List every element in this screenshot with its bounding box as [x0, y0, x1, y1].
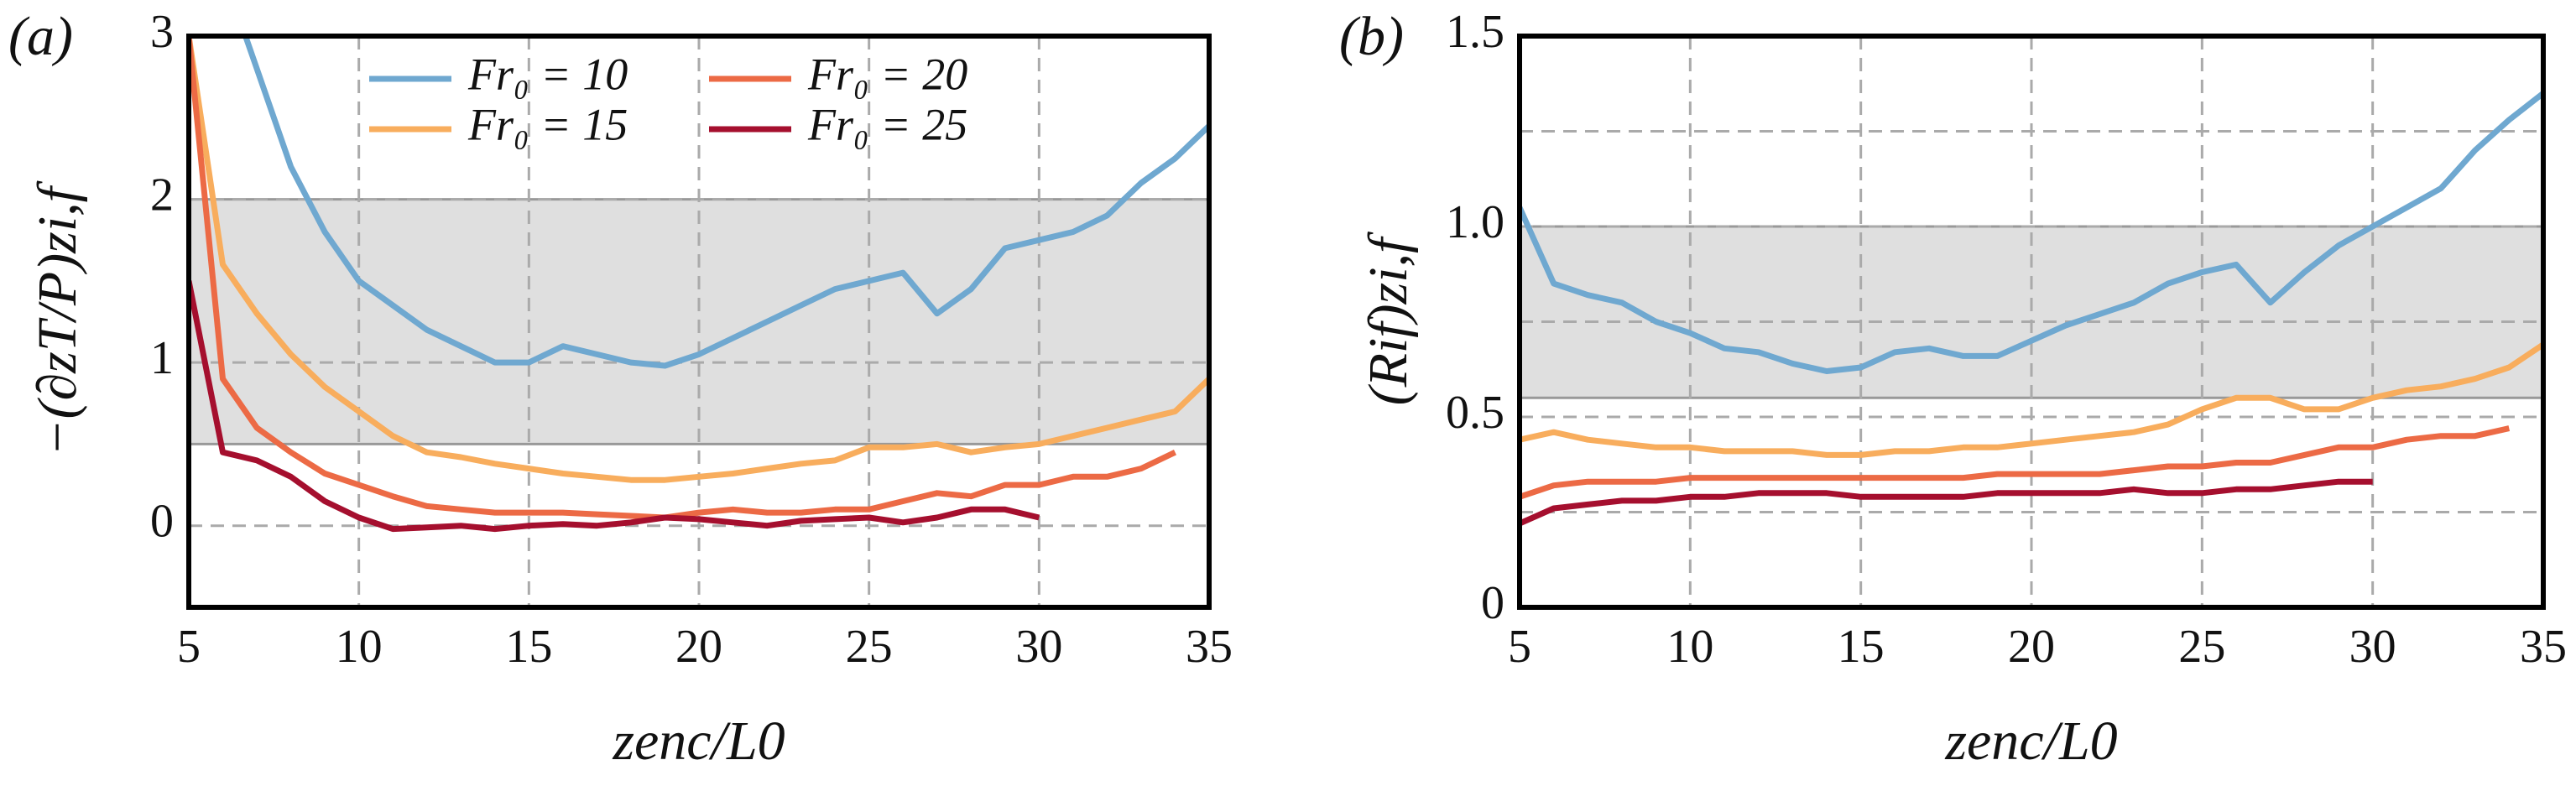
y-tick-label: 0.5 — [1446, 387, 1504, 439]
y-tick-label: 1 — [150, 332, 174, 384]
y-tick-label: 0 — [150, 496, 174, 548]
x-tick-label: 25 — [846, 621, 893, 673]
plot-frame — [186, 34, 1212, 610]
series-line — [189, 36, 1177, 521]
plot-frame — [1517, 34, 2546, 610]
y-tick-label: 1.5 — [1446, 6, 1504, 58]
x-tick-label: 10 — [1666, 621, 1713, 673]
y-axis-label: (Rif)zi,f — [1358, 232, 1419, 405]
y-tick-label: 0 — [1481, 577, 1504, 629]
x-tick-label: 35 — [2520, 621, 2567, 673]
y-tick-label: 3 — [150, 6, 174, 58]
series-line — [1520, 425, 2511, 500]
x-tick-label: 5 — [177, 621, 201, 673]
y-tick-label: 1.0 — [1446, 196, 1504, 248]
series-line — [1520, 91, 2543, 374]
series-line — [242, 36, 1209, 369]
x-tick-label: 20 — [675, 621, 722, 673]
legend-label: Fr₀ = 20 — [807, 49, 967, 99]
plot-area — [189, 36, 1209, 607]
legend-label: Fr₀ = 25 — [807, 99, 967, 149]
legend-label: Fr₀ = 10 — [467, 49, 628, 99]
x-axis-label: zenc/L0 — [1944, 711, 2117, 772]
legend-label: Fr₀ = 15 — [467, 99, 628, 149]
panel-label: (b) — [1339, 6, 1404, 67]
x-tick-label: 25 — [2178, 621, 2225, 673]
x-tick-label: 35 — [1186, 621, 1233, 673]
x-tick-label: 15 — [505, 621, 552, 673]
series-line — [1520, 478, 2373, 527]
x-tick-label: 20 — [2008, 621, 2055, 673]
x-axis-label: zenc/L0 — [612, 711, 785, 772]
x-tick-label: 10 — [336, 621, 383, 673]
series-line — [189, 36, 1209, 483]
series-line — [1520, 341, 2543, 458]
x-tick-label: 15 — [1838, 621, 1885, 673]
y-tick-label: 2 — [150, 169, 174, 221]
x-tick-label: 30 — [1015, 621, 1062, 673]
x-tick-label: 5 — [1508, 621, 1531, 673]
x-tick-label: 30 — [2349, 621, 2396, 673]
panel-label: (a) — [8, 6, 73, 67]
series-line — [189, 280, 1040, 533]
plot-area — [1520, 36, 2543, 607]
y-axis-label: −(∂zT/P)zi,f — [27, 180, 88, 456]
